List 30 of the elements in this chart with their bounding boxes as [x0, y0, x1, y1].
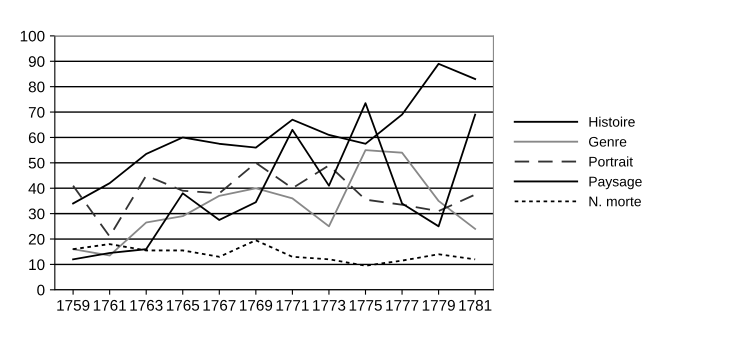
y-tick-label: 100 [20, 30, 45, 42]
x-tick-label: 1771 [276, 300, 309, 311]
line-series [72, 149, 476, 256]
y-tick-label: 80 [28, 82, 45, 92]
y-tick-label: 20 [28, 234, 45, 245]
x-tick-label: 1761 [94, 300, 126, 311]
x-tick-label: 1779 [422, 300, 455, 311]
legend-label: Paysage [589, 176, 642, 190]
x-tick-label: 1767 [203, 300, 236, 311]
legend-label: Portrait [589, 156, 633, 167]
legend-label: N. morte [589, 196, 641, 206]
line-series [72, 162, 476, 238]
y-tick-label: 10 [29, 259, 45, 270]
y-tick-label: 30 [28, 208, 45, 220]
legend-label: Genre [589, 136, 626, 147]
x-tick-label: 1775 [350, 300, 382, 311]
legend-label: Histoire [589, 116, 635, 127]
x-tick-label: 1777 [386, 300, 418, 311]
x-tick-label: 1781 [459, 300, 492, 311]
y-tick-label: 40 [28, 183, 45, 194]
x-tick-label: 1763 [130, 300, 163, 311]
y-tick-label: 50 [28, 158, 45, 169]
y-tick-label: 0 [37, 284, 45, 296]
x-tick-label: 1773 [313, 300, 346, 311]
y-tick-label: 60 [28, 132, 45, 144]
x-tick-label: 1769 [240, 300, 272, 311]
x-tick-label: 1759 [57, 300, 90, 311]
x-tick-label: 1765 [166, 300, 200, 311]
y-tick-label: 90 [28, 56, 45, 67]
y-tick-label: 70 [28, 106, 45, 118]
